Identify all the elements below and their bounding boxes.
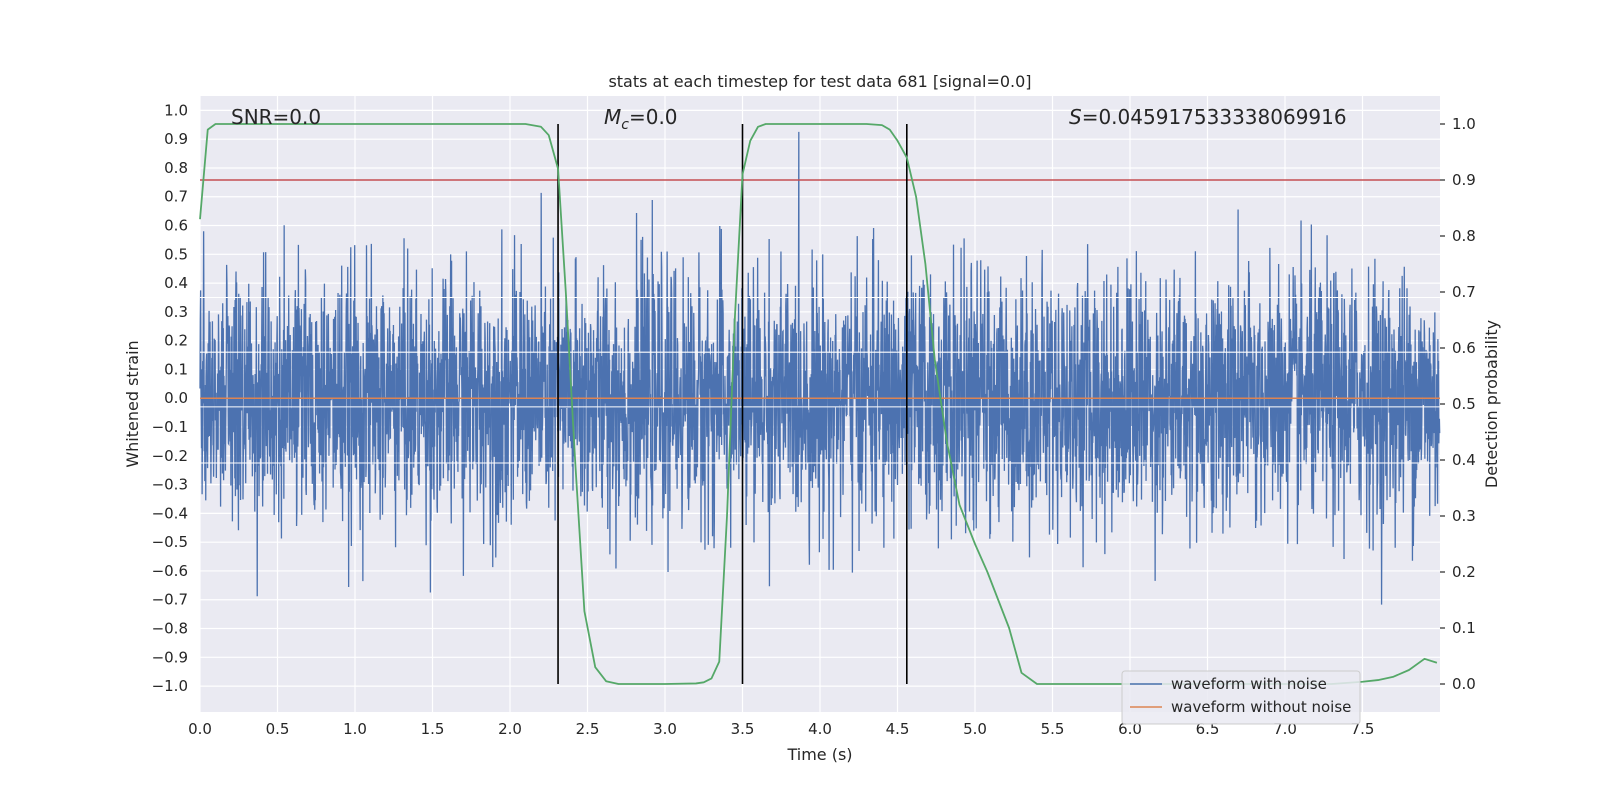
chirp-mass-annotation: Mc=0.0 (604, 105, 678, 133)
x-tick-label-9: 4.5 (886, 720, 910, 738)
y-tick-label-11: −0.1 (152, 418, 188, 436)
s-value: =0.045917533338069916 (1082, 105, 1347, 129)
gridline-gaps (200, 296, 1440, 464)
x-tick-label-4: 2.0 (498, 720, 522, 738)
mc-subscript: c (621, 117, 629, 133)
waveform-with-noise-line (199, 131, 1441, 605)
x-tick-labels: 0.0 0.5 1.0 1.5 2.0 2.5 3.0 3.5 4.0 4.5 5.0 5.5 6.0 6… (188, 720, 1374, 738)
y2-tick-label-5: 0.5 (1452, 395, 1476, 413)
y2-tick-label-6: 0.4 (1452, 451, 1476, 469)
x-tick-label-11: 5.5 (1041, 720, 1065, 738)
y2-tick-label-1: 0.9 (1452, 171, 1476, 189)
y-tick-label-10: 0.0 (164, 389, 188, 407)
y-tick-label-7: 0.3 (164, 303, 188, 321)
y2-tick-label-0: 1.0 (1452, 115, 1476, 133)
legend-label-noise: waveform with noise (1171, 675, 1327, 693)
y-tick-label-15: −0.5 (152, 533, 188, 551)
x-axis-label: Time (s) (786, 745, 852, 764)
x-tick-label-3: 1.5 (421, 720, 445, 738)
x-tick-label-2: 1.0 (343, 720, 367, 738)
s-annotation: S=0.045917533338069916 (1069, 105, 1347, 129)
y2-tick-label-10: 0.0 (1452, 675, 1476, 693)
y-tick-label-12: −0.2 (152, 447, 188, 465)
mc-symbol: M (604, 105, 621, 129)
series-waveform-with-noise (199, 131, 1441, 605)
x-tick-label-8: 4.0 (808, 720, 832, 738)
y-axis-label: Whitened strain (123, 340, 142, 467)
y-tick-label-2: 0.8 (164, 159, 188, 177)
y-tick-label-5: 0.5 (164, 245, 188, 263)
y-tick-label-20: −1.0 (152, 677, 188, 695)
y-tick-label-3: 0.7 (164, 188, 188, 206)
y2-tick-label-7: 0.3 (1452, 507, 1476, 525)
legend-box (1121, 670, 1361, 725)
overlay-lines (199, 123, 1440, 685)
chart-title: stats at each timestep for test data 681… (608, 72, 1031, 91)
y-tick-label-19: −0.9 (152, 648, 188, 666)
y-tick-label-1: 0.9 (164, 130, 188, 148)
y2-tick-label-8: 0.2 (1452, 563, 1476, 581)
x-tick-label-6: 3.0 (653, 720, 677, 738)
snr-annotation: SNR=0.0 (231, 105, 321, 129)
y2-axis-label: Detection probability (1482, 320, 1501, 488)
x-tick-label-0: 0.0 (188, 720, 212, 738)
y2-tick-labels: 1.0 0.9 0.8 0.7 0.6 0.5 0.4 0.3 0.2 0.1 0.0 (1440, 115, 1476, 693)
y-tick-label-18: −0.8 (152, 620, 188, 638)
y-tick-label-0: 1.0 (164, 101, 188, 119)
y-tick-label-4: 0.6 (164, 217, 188, 235)
y2-tick-label-3: 0.7 (1452, 283, 1476, 301)
legend-label-clean: waveform without noise (1171, 698, 1351, 716)
y-tick-label-17: −0.7 (152, 591, 188, 609)
x-tick-label-5: 2.5 (576, 720, 600, 738)
y2-tick-label-2: 0.8 (1452, 227, 1476, 245)
y-tick-labels: 1.0 0.9 0.8 0.7 0.6 0.5 0.4 0.3 0.2 0.1 0.0 −0.1 −0.… (152, 101, 188, 695)
y2-tick-label-4: 0.6 (1452, 339, 1476, 357)
y-tick-label-6: 0.4 (164, 274, 188, 292)
y-tick-label-8: 0.2 (164, 332, 188, 350)
mc-value: =0.0 (629, 105, 678, 129)
s-symbol: S (1069, 105, 1082, 129)
y-tick-label-16: −0.6 (152, 562, 188, 580)
x-tick-label-1: 0.5 (266, 720, 290, 738)
y-tick-label-14: −0.4 (152, 504, 188, 522)
y-tick-label-9: 0.1 (164, 360, 188, 378)
legend: waveform with noise waveform without noi… (1121, 670, 1361, 725)
x-tick-label-7: 3.5 (731, 720, 755, 738)
y-tick-label-13: −0.3 (152, 476, 188, 494)
y2-tick-label-9: 0.1 (1452, 619, 1476, 637)
x-tick-label-10: 5.0 (963, 720, 987, 738)
detection-probability-line (199, 123, 1438, 685)
